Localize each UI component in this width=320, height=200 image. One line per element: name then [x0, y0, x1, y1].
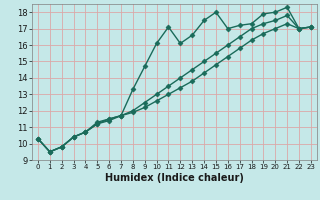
- X-axis label: Humidex (Indice chaleur): Humidex (Indice chaleur): [105, 173, 244, 183]
